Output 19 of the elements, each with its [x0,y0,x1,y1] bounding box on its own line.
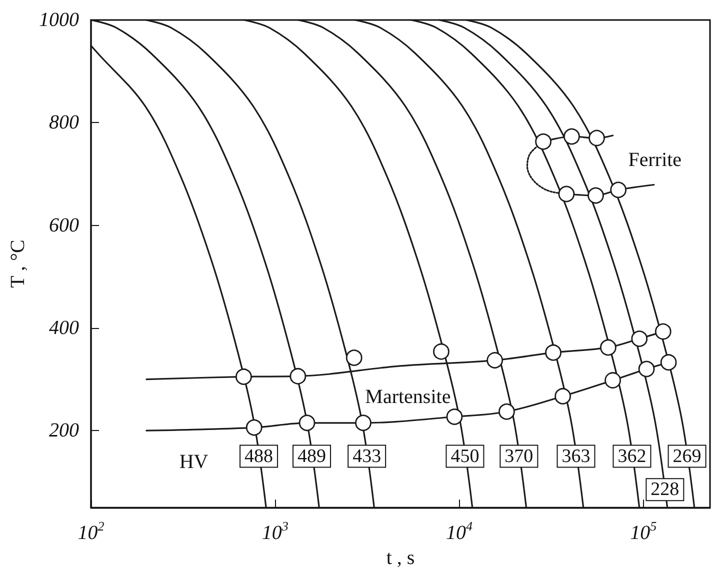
annotation: 228 [650,479,680,500]
y-tick-label: 800 [49,112,79,134]
annotation: 363 [562,446,590,467]
annotation: 362 [618,446,646,467]
annotation: Martensite [365,386,451,408]
y-tick-label: 400 [49,316,79,339]
y-tick-label: 200 [49,420,79,442]
annotation: 489 [298,446,326,467]
x-axis-title: t , s [386,547,415,569]
annotation: 450 [450,446,480,467]
annotation: 370 [504,446,534,467]
annotation: 433 [352,446,382,467]
annotation: HV [179,451,209,474]
annotation: 269 [672,446,702,467]
y-tick-label: 1000 [39,9,79,31]
annotation: Ferrite [628,149,682,172]
y-axis-title: T , °C [7,240,30,288]
y-tick-label: 600 [49,214,79,236]
annotation: 488 [244,446,274,467]
